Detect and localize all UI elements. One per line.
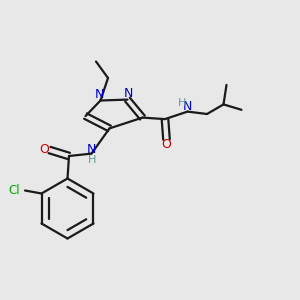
Text: N: N — [183, 100, 193, 113]
Text: N: N — [95, 88, 104, 101]
Text: N: N — [87, 143, 96, 156]
Text: H: H — [88, 155, 96, 165]
Text: Cl: Cl — [8, 184, 20, 197]
Text: H: H — [178, 98, 186, 108]
Text: O: O — [39, 143, 49, 156]
Text: N: N — [124, 87, 133, 100]
Text: O: O — [162, 138, 171, 152]
